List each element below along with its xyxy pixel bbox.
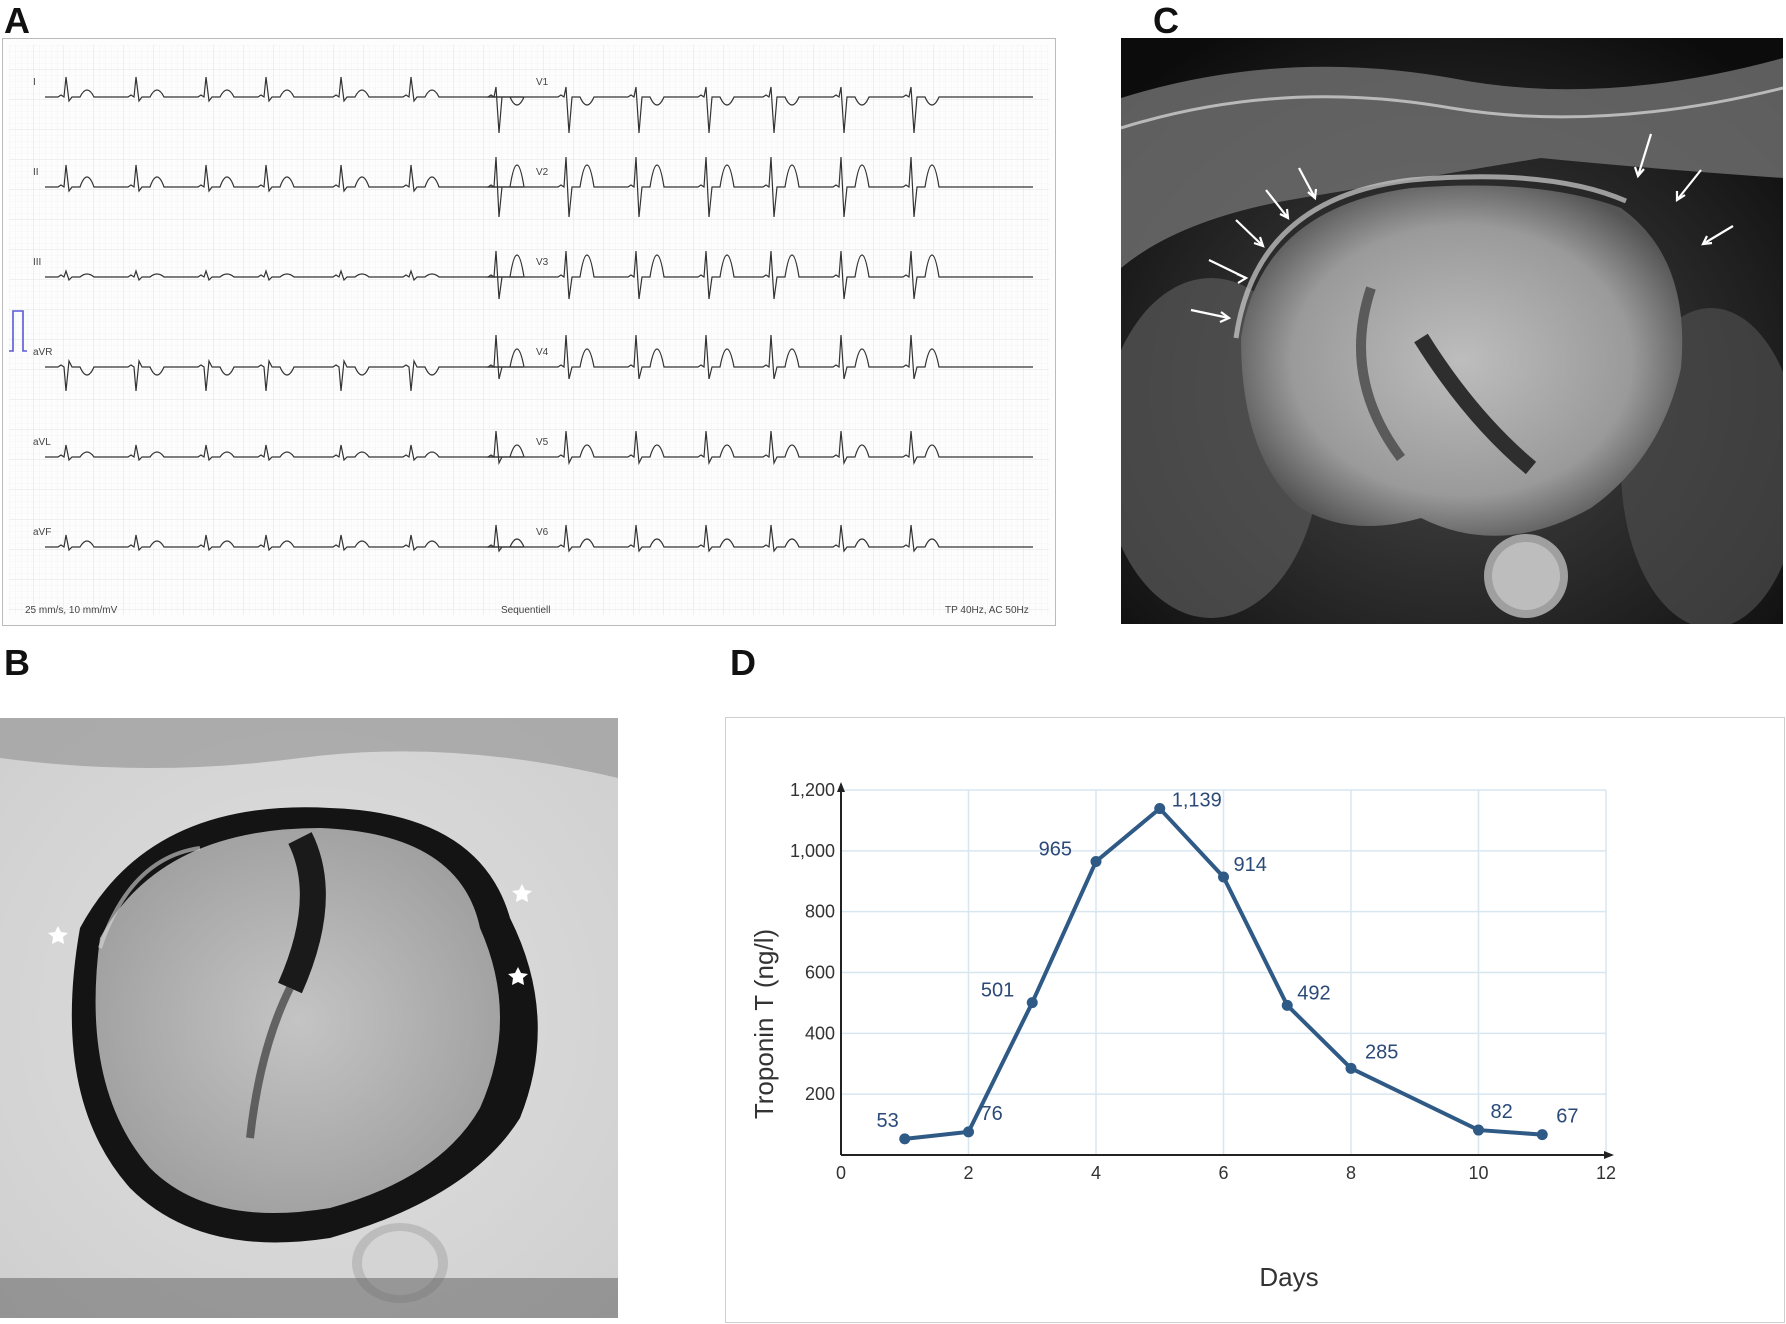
x-tick-label: 2 xyxy=(963,1163,973,1183)
data-label: 53 xyxy=(877,1110,899,1132)
ecg-trace xyxy=(486,250,1033,300)
y-tick-label: 200 xyxy=(805,1084,835,1104)
ecg-trace xyxy=(486,156,1033,218)
data-point xyxy=(1536,1129,1548,1141)
x-tick-label: 6 xyxy=(1218,1163,1228,1183)
lead-label: aVL xyxy=(33,437,51,448)
y-tick-label: 1,200 xyxy=(790,780,835,800)
mri-image-b xyxy=(0,718,618,1318)
ecg-trace xyxy=(486,334,1033,380)
data-label: 965 xyxy=(1039,838,1072,860)
data-point xyxy=(1281,999,1293,1011)
x-tick-label: 10 xyxy=(1468,1163,1488,1183)
panel-letter-c: C xyxy=(1153,0,1179,41)
data-label: 67 xyxy=(1556,1106,1578,1128)
data-label: 492 xyxy=(1297,982,1330,1004)
panel-letter-d: D xyxy=(730,642,756,683)
y-axis-arrow xyxy=(837,782,845,792)
data-point xyxy=(1218,871,1229,883)
troponin-chart-panel: 0 2 4 6 8 10 12 200 400 600 800 1,000 1,200 53 76 501 9… xyxy=(725,717,1785,1323)
data-point xyxy=(899,1133,911,1145)
data-point xyxy=(963,1126,974,1138)
y-tick-label: 400 xyxy=(805,1023,835,1043)
lead-label: V3 xyxy=(536,257,549,268)
panel-letter-b: B xyxy=(4,642,30,683)
troponin-series-line xyxy=(904,806,1543,1141)
lead-label: aVR xyxy=(33,347,52,358)
ecg-strip: I II III aVR aVL aVF V1 V2 V3 V4 V5 V6 2… xyxy=(9,45,1049,616)
x-tick-label: 12 xyxy=(1596,1163,1616,1183)
lead-label: aVF xyxy=(33,527,51,538)
data-label: 501 xyxy=(981,980,1014,1002)
y-axis-label: Troponin T (ng/l) xyxy=(749,929,779,1119)
x-axis-label: Days xyxy=(1259,1262,1318,1292)
x-tick-label: 0 xyxy=(836,1163,846,1183)
ecg-trace xyxy=(486,524,1033,553)
ecg-grid xyxy=(9,45,1049,615)
ecg-footer-center: Sequentiell xyxy=(501,605,550,616)
lead-label: V4 xyxy=(536,347,549,358)
mri-four-chamber-image xyxy=(0,718,618,1318)
ecg-trace xyxy=(45,76,523,103)
ecg-footer-left: 25 mm/s, 10 mm/mV xyxy=(25,605,118,616)
panel-letter-a: A xyxy=(4,0,30,41)
lead-label: V5 xyxy=(536,437,549,448)
ecg-trace xyxy=(45,534,523,552)
y-tick-label: 600 xyxy=(805,963,835,983)
data-point xyxy=(1090,855,1102,867)
ecg-trace xyxy=(486,86,1033,134)
lead-label: III xyxy=(33,257,41,268)
lead-label: II xyxy=(33,167,39,178)
ecg-panel: I II III aVR aVL aVF V1 V2 V3 V4 V5 V6 2… xyxy=(2,38,1056,626)
data-label: 1,139 xyxy=(1172,790,1222,812)
x-axis-arrow xyxy=(1604,1151,1614,1159)
ecg-trace xyxy=(45,444,523,462)
arrow-icon xyxy=(1190,133,1734,324)
x-tick-label: 8 xyxy=(1346,1163,1356,1183)
lead-label: V2 xyxy=(536,167,549,178)
x-tick-label: 4 xyxy=(1091,1163,1101,1183)
star-marker-icon xyxy=(48,884,532,985)
data-point xyxy=(1154,803,1166,815)
troponin-chart: 0 2 4 6 8 10 12 200 400 600 800 1,000 1,200 53 76 501 9… xyxy=(749,780,1616,1292)
ecg-trace xyxy=(486,430,1033,466)
data-label: 82 xyxy=(1491,1101,1513,1123)
ecg-footer-right: TP 40Hz, AC 50Hz xyxy=(945,605,1029,616)
data-label: 914 xyxy=(1234,854,1267,876)
data-point xyxy=(1345,1062,1357,1074)
lead-label: I xyxy=(33,77,36,88)
data-label: 76 xyxy=(981,1103,1003,1125)
mri-cardiac-axial-image xyxy=(1121,38,1783,624)
mri-image-c xyxy=(1121,38,1783,624)
lead-label: V6 xyxy=(536,527,549,538)
ecg-trace xyxy=(45,164,523,193)
lead-label: V1 xyxy=(536,77,549,88)
y-tick-label: 1,000 xyxy=(790,841,835,861)
ecg-trace xyxy=(45,269,523,282)
data-label: 285 xyxy=(1365,1041,1398,1063)
y-tick-label: 800 xyxy=(805,902,835,922)
data-point xyxy=(1473,1124,1484,1136)
calibration-pulse xyxy=(9,310,27,352)
ecg-trace xyxy=(45,358,523,392)
data-point xyxy=(1026,997,1038,1009)
